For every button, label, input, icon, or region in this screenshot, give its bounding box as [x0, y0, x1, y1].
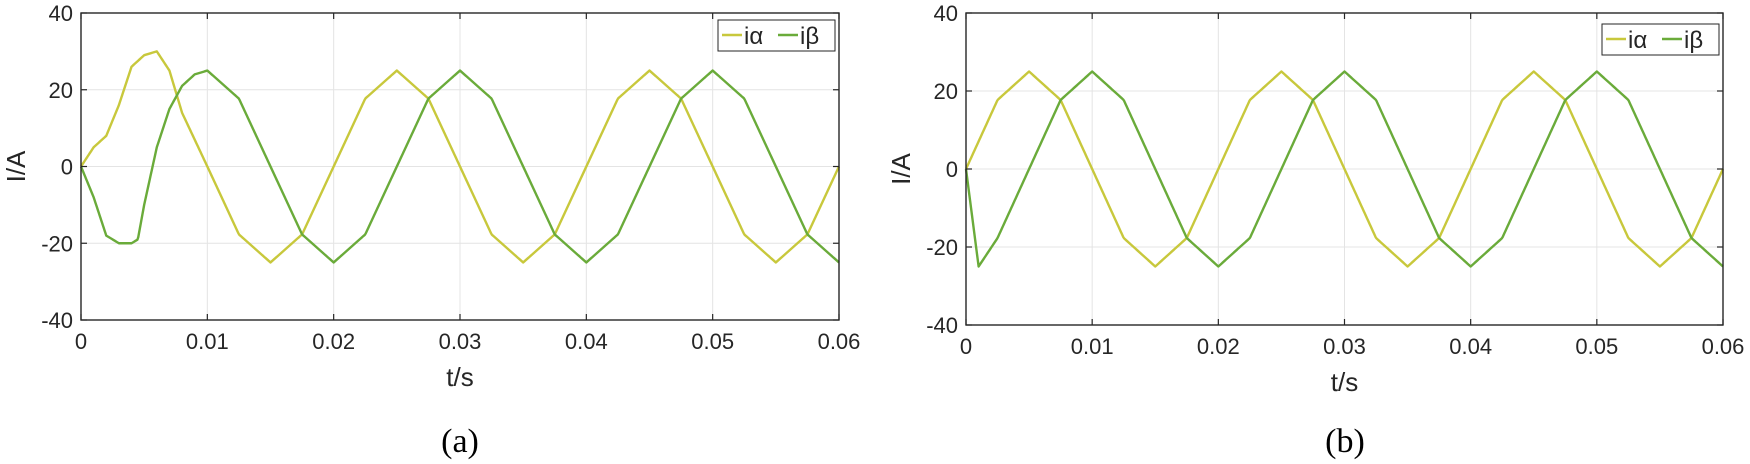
y-tick-label: -20	[41, 231, 73, 256]
legend-entry-i-beta: iβ	[800, 23, 819, 50]
legend: iα iβ	[1601, 23, 1720, 56]
legend-box	[717, 19, 836, 52]
y-tick-label: 0	[946, 157, 958, 182]
x-tick-label: 0.02	[1197, 334, 1240, 359]
x-tick-label: 0.04	[1449, 334, 1492, 359]
x-tick-label: 0.06	[1702, 334, 1745, 359]
y-tick-label: -40	[926, 313, 958, 338]
legend: iα iβ	[717, 19, 836, 52]
x-tick-label: 0.01	[1071, 334, 1114, 359]
y-axis-label: I/A	[886, 152, 916, 184]
x-tick-label: 0.03	[439, 329, 482, 354]
y-tick-label: 0	[61, 155, 73, 180]
y-tick-label: 40	[934, 1, 958, 26]
y-axis-label: I/A	[1, 150, 31, 182]
chart-panel-1: 0 0.01 0.02 0.03 0.04 0.05 0.06 -40 -20 0 20 40 t/s I…	[1, 1, 860, 460]
panel-caption: (a)	[441, 423, 479, 460]
y-tick-label: 20	[934, 79, 958, 104]
x-tick-label: 0.06	[818, 329, 861, 354]
series-line-i-alpha	[79, 50, 841, 264]
legend-entry-i-alpha: iα	[1628, 27, 1647, 54]
x-tick-label: 0.02	[312, 329, 355, 354]
series-line-i-beta	[964, 70, 1724, 268]
series-line-i-beta	[79, 69, 840, 264]
legend-entry-i-beta: iβ	[1684, 27, 1703, 54]
legend-entry-i-alpha: iα	[744, 23, 763, 50]
x-tick-label: 0.01	[186, 329, 229, 354]
y-tick-label: 20	[49, 78, 73, 103]
x-tick-label: 0	[75, 329, 87, 354]
x-tick-label: 0.05	[1575, 334, 1618, 359]
y-tick-label: -20	[926, 235, 958, 260]
x-axis-label: t/s	[446, 362, 473, 392]
x-tick-label: 0	[960, 334, 972, 359]
x-axis-label: t/s	[1331, 367, 1358, 397]
x-tick-label: 0.05	[691, 329, 734, 354]
panel-caption: (b)	[1325, 423, 1365, 460]
chart-panel-2: 0 0.01 0.02 0.03 0.04 0.05 0.06 -40 -20 0 20 40 t/s I…	[886, 1, 1744, 460]
y-tick-label: 40	[49, 1, 73, 26]
x-tick-label: 0.03	[1323, 334, 1366, 359]
y-tick-label: -40	[41, 308, 73, 333]
x-tick-label: 0.04	[565, 329, 608, 354]
series-line-i-alpha	[964, 70, 1725, 268]
